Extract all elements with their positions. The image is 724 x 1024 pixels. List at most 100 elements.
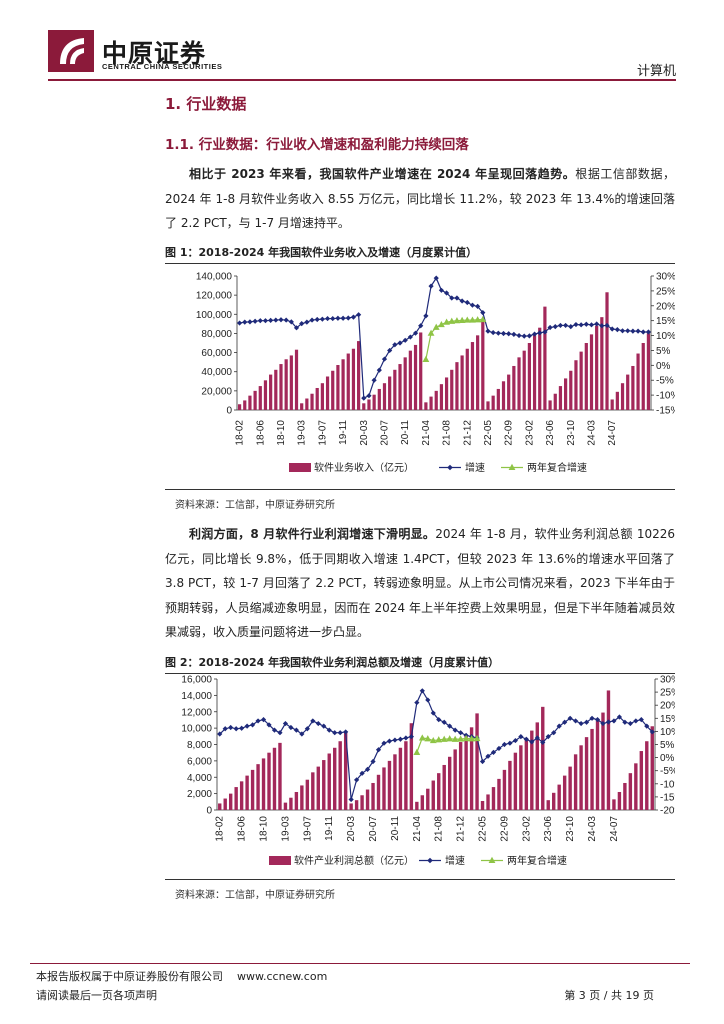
bar xyxy=(615,391,619,410)
bar xyxy=(450,369,454,410)
x-axis-tick-label: 23-06 xyxy=(545,420,556,446)
bar xyxy=(434,390,438,410)
bar xyxy=(497,778,501,810)
growth-series-point xyxy=(356,312,362,318)
bar xyxy=(453,749,457,810)
figure-1-source: 资料来源：工信部，中原证券研究所 xyxy=(175,500,335,511)
bar xyxy=(408,350,412,410)
x-axis-tick-label: 19-03 xyxy=(297,420,308,446)
bar xyxy=(360,795,364,810)
bar xyxy=(530,730,534,810)
bar xyxy=(333,747,337,810)
left-axis-tick-label: 0 xyxy=(226,406,232,417)
growth-series-point xyxy=(490,329,496,336)
growth-series-point xyxy=(537,330,543,336)
growth-series-point xyxy=(552,324,558,330)
paragraph-revenue-lead: 相比于 2023 年来看，我国软件产业增速在 2024 年呈现回落趋势。 xyxy=(189,167,576,181)
growth-series-point xyxy=(397,340,403,346)
cagr-series-point xyxy=(438,320,445,328)
bar xyxy=(223,798,227,810)
bar xyxy=(256,764,260,810)
left-axis-tick-label: 14,000 xyxy=(181,691,212,702)
bar xyxy=(626,374,630,410)
growth-series-point xyxy=(273,317,279,323)
bar xyxy=(610,399,614,410)
bar xyxy=(589,334,594,410)
bar xyxy=(294,791,299,810)
bar xyxy=(623,782,627,810)
left-axis-tick-label: 60,000 xyxy=(201,348,232,359)
growth-series-point xyxy=(268,317,274,323)
x-axis-tick-label: 24-07 xyxy=(609,816,620,842)
growth-series-point xyxy=(381,356,388,362)
figure-1-bottom-rule xyxy=(165,489,675,490)
footer-website-link[interactable]: www.ccnew.com xyxy=(237,970,328,983)
bar xyxy=(382,767,386,810)
bar xyxy=(569,370,573,410)
bar xyxy=(538,327,542,410)
growth-series-point xyxy=(278,317,284,323)
growth-series-point xyxy=(605,719,612,725)
growth-series-point xyxy=(425,697,431,703)
x-axis-tick-label: 23-02 xyxy=(524,420,535,446)
x-axis-tick-label: 24-03 xyxy=(586,420,597,446)
figure-2-title: 图 2：2018-2024 年我国软件业务利润总额及增速（月度累计值） xyxy=(165,656,500,669)
cagr-series-point xyxy=(446,735,454,742)
left-axis-tick-label: 2,000 xyxy=(187,789,212,800)
bar xyxy=(365,789,370,810)
growth-series-point xyxy=(469,302,476,308)
right-axis-tick-label: -15% xyxy=(656,406,675,417)
legend-growth-label: 增速 xyxy=(465,461,485,474)
bar xyxy=(315,387,319,410)
bar xyxy=(316,766,320,810)
legend-growth-marker xyxy=(447,464,453,471)
bar xyxy=(387,760,392,810)
bar xyxy=(274,369,278,410)
growth-series-point xyxy=(257,318,263,324)
bar xyxy=(646,333,651,410)
bar xyxy=(486,794,490,810)
bar xyxy=(552,792,556,810)
growth-series-point xyxy=(630,328,636,334)
growth-series-point xyxy=(578,322,584,328)
left-axis-tick-label: 140,000 xyxy=(196,272,233,283)
cagr-series-point xyxy=(429,736,437,744)
page-number: 第 3 页 / 共 19 页 xyxy=(564,989,654,1002)
bar xyxy=(248,395,252,410)
figure-2-top-rule xyxy=(165,673,675,674)
growth-series-point xyxy=(228,724,234,731)
growth-series-point xyxy=(381,740,387,746)
cagr-series-point xyxy=(435,736,443,743)
bar xyxy=(357,341,361,410)
bar xyxy=(439,384,444,410)
bar xyxy=(278,742,282,810)
footer-divider xyxy=(30,963,690,964)
cagr-series-point xyxy=(451,735,459,742)
cagr-series-point xyxy=(457,735,465,742)
legend-growth-label: 增速 xyxy=(445,854,465,867)
figure-1-chart: 0 20,000 40,000 60,000 80,000 100,000 120,000 1… xyxy=(165,266,675,488)
bar xyxy=(641,343,645,410)
growth-series-point xyxy=(619,328,626,334)
growth-series-point xyxy=(277,730,283,736)
bar xyxy=(574,360,578,410)
cagr-series-point xyxy=(448,317,456,324)
bar xyxy=(409,723,414,810)
cagr-series-point xyxy=(462,734,470,742)
logo-text-cn: 中原证券 xyxy=(102,39,207,68)
growth-series-point xyxy=(371,377,377,383)
bar xyxy=(639,751,644,810)
growth-series-point xyxy=(319,316,325,322)
footer-copyright: 本报告版权属于中原证券股份有限公司 www.ccnew.com xyxy=(36,968,327,984)
growth-series-point xyxy=(609,326,615,332)
bar xyxy=(237,404,242,410)
bar xyxy=(442,764,446,810)
growth-series-point xyxy=(464,299,470,306)
right-axis-tick-label: 20% xyxy=(656,301,675,312)
bar xyxy=(605,292,609,410)
growth-series-point xyxy=(627,720,633,727)
growth-series-point xyxy=(403,735,409,741)
growth-series-point xyxy=(573,321,579,328)
logo-icon xyxy=(48,30,94,72)
right-axis-tick-label: -10% xyxy=(656,391,675,402)
